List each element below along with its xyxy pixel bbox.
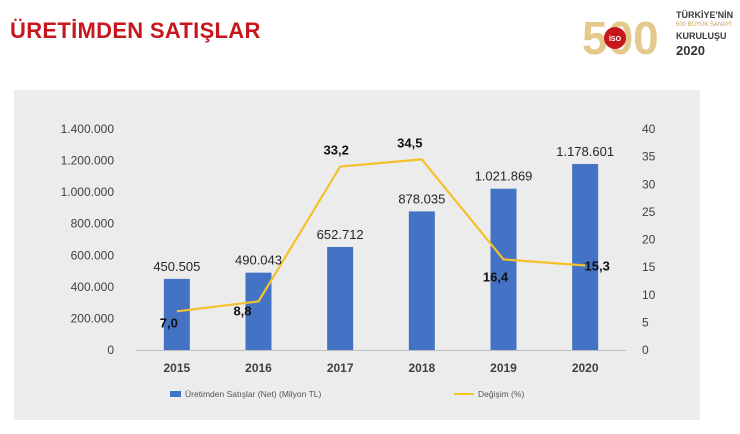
bar-2017: [327, 246, 354, 350]
bar-data-label: 1.178.601: [556, 144, 614, 159]
line-data-label: 15,3: [585, 258, 610, 273]
left-axis: 0 200.000 400.000 600.000 800.000 1.000.000 1.…: [61, 122, 115, 357]
bar-2019: [490, 188, 517, 350]
right-axis: 0 5 10 15 20 25 30 35 40: [642, 122, 656, 357]
right-axis-tick-label: 10: [642, 288, 656, 302]
left-axis-tick-label: 600.000: [71, 248, 115, 262]
chart-legend: Üretimden Satışlar (Net) (Milyon TL) Deği…: [170, 389, 524, 399]
right-axis-tick-label: 25: [642, 205, 656, 219]
line-data-label: 8,8: [233, 303, 251, 318]
line-data-label: 33,2: [324, 143, 349, 158]
left-axis-tick-label: 1.400.000: [61, 122, 115, 136]
logo-line-2: 500 BÜYÜK SANAYİ: [676, 22, 732, 28]
bar-data-label: 652.712: [317, 227, 364, 242]
logo-emblem-icon: 500 İSO: [582, 12, 659, 64]
chart-panel: 0 200.000 400.000 600.000 800.000 1.000.000 1.…: [14, 90, 700, 420]
line-data-labels: 7,0 8,8 33,2 34,5 16,4 15,3: [160, 135, 610, 330]
bar-2015: [163, 278, 190, 350]
right-axis-tick-label: 20: [642, 233, 656, 247]
line-data-label: 34,5: [397, 135, 422, 150]
line-data-label: 7,0: [160, 315, 178, 330]
left-axis-tick-label: 1.200.000: [61, 154, 115, 168]
logo-line-1: TÜRKİYE'NİN: [676, 10, 734, 20]
line-path: [176, 158, 586, 313]
bar-series: [163, 163, 599, 350]
logo-badge-circle: [604, 27, 626, 49]
right-axis-tick-label: 5: [642, 315, 649, 329]
right-axis-tick-label: 40: [642, 122, 656, 136]
right-axis-tick-label: 0: [642, 343, 649, 357]
iso-500-logo: 500 İSO TÜRKİYE'NİN 500 BÜYÜK SANAYİ KUR…: [580, 4, 733, 64]
bar-2018: [408, 211, 435, 350]
line-series: [176, 158, 586, 313]
left-axis-tick-label: 200.000: [71, 311, 115, 325]
x-axis-tick-label: 2015: [163, 361, 190, 375]
logo-line-3: KURULUŞU: [676, 31, 727, 41]
combo-chart: 0 200.000 400.000 600.000 800.000 1.000.000 1.…: [61, 122, 656, 399]
bar-data-label: 1.021.869: [475, 169, 533, 184]
x-axis-tick-label: 2018: [408, 361, 435, 375]
x-axis: 2015 2016 2017 2018 2019 2020: [136, 350, 626, 375]
left-axis-tick-label: 1.000.000: [61, 185, 115, 199]
page-title: ÜRETİMDEN SATIŞLAR: [10, 18, 261, 43]
legend-line-label: Değişim (%): [478, 389, 524, 399]
right-axis-tick-label: 15: [642, 260, 656, 274]
bar-2020: [572, 163, 599, 350]
logo-year: 2020: [676, 43, 705, 58]
legend-bar-swatch: [170, 391, 181, 397]
left-axis-tick-label: 800.000: [71, 217, 115, 231]
bar-data-label: 878.035: [398, 191, 445, 206]
logo-badge: İSO: [609, 35, 622, 43]
right-axis-tick-label: 30: [642, 177, 656, 191]
x-axis-tick-label: 2017: [327, 361, 354, 375]
bar-data-label: 490.043: [235, 253, 282, 268]
left-axis-tick-label: 400.000: [71, 280, 115, 294]
left-axis-tick-label: 0: [107, 343, 114, 357]
x-axis-tick-label: 2016: [245, 361, 272, 375]
line-data-label: 16,4: [483, 269, 509, 284]
bar-data-label: 450.505: [153, 259, 200, 274]
right-axis-tick-label: 35: [642, 150, 656, 164]
legend-bar-label: Üretimden Satışlar (Net) (Milyon TL): [185, 389, 322, 399]
x-axis-tick-label: 2019: [490, 361, 517, 375]
bar-data-labels: 450.505 490.043 652.712 878.035 1.021.869 1.1…: [153, 144, 614, 274]
x-axis-tick-label: 2020: [572, 361, 599, 375]
